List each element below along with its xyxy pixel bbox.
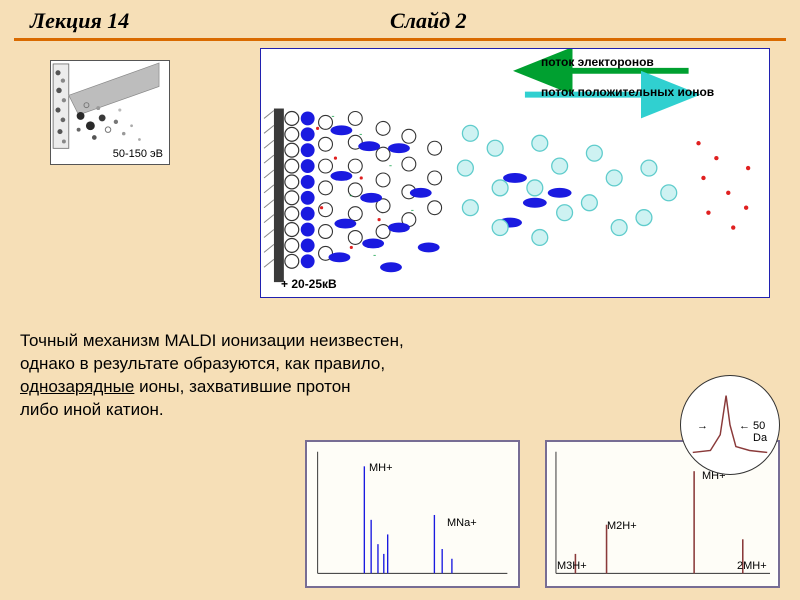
body-line-4: либо иной катион. [20, 399, 450, 422]
lecture-label: Лекция 14 [30, 8, 129, 34]
slide-header: Лекция 14 Слайд 2 [20, 8, 780, 38]
body-underlined: однозарядные [20, 377, 134, 396]
peak-label: MH+ [369, 462, 393, 474]
svg-text:-: - [359, 128, 362, 138]
spectrum-1: MH+ MNa+ [305, 440, 520, 588]
body-line-2: однако в результате образуются, как прав… [20, 353, 450, 376]
inset-da-label: 50 Da [753, 420, 779, 444]
flow-ions-label: поток положительных ионов [541, 85, 714, 99]
svg-text:-: - [349, 190, 352, 200]
peak-label: MNa+ [447, 517, 477, 529]
inset-arrow-left: → [697, 420, 708, 432]
body-text: Точный механизм MALDI ионизации неизвест… [20, 330, 450, 422]
svg-text:-: - [331, 110, 334, 120]
inset-zoom: → ← 50 Da [680, 375, 780, 475]
svg-text:-: - [373, 249, 376, 259]
peak-label: 2MH+ [737, 560, 767, 572]
flow-electrons-label: поток электоронов [541, 55, 654, 69]
figure-ablation-caption: 50-150 эВ [113, 148, 163, 160]
voltage-label: + 20-25кВ [281, 277, 337, 291]
inset-arrow-right: ← [739, 420, 750, 432]
figure-ablation: 50-150 эВ [50, 60, 170, 165]
peak-label: M2H+ [607, 520, 637, 532]
svg-text:-: - [389, 160, 392, 170]
body-line-3: однозарядные ионы, захватившие протон [20, 376, 450, 399]
slide-root: Лекция 14 Слайд 2 [0, 0, 800, 600]
header-rule [14, 38, 786, 41]
figure-maldi-mechanism: поток электоронов поток положительных ио… [260, 48, 770, 298]
slide-number-label: Слайд 2 [390, 8, 467, 34]
peak-label: M3H+ [557, 560, 587, 572]
body-line-1: Точный механизм MALDI ионизации неизвест… [20, 330, 450, 353]
svg-text:-: - [411, 205, 414, 215]
